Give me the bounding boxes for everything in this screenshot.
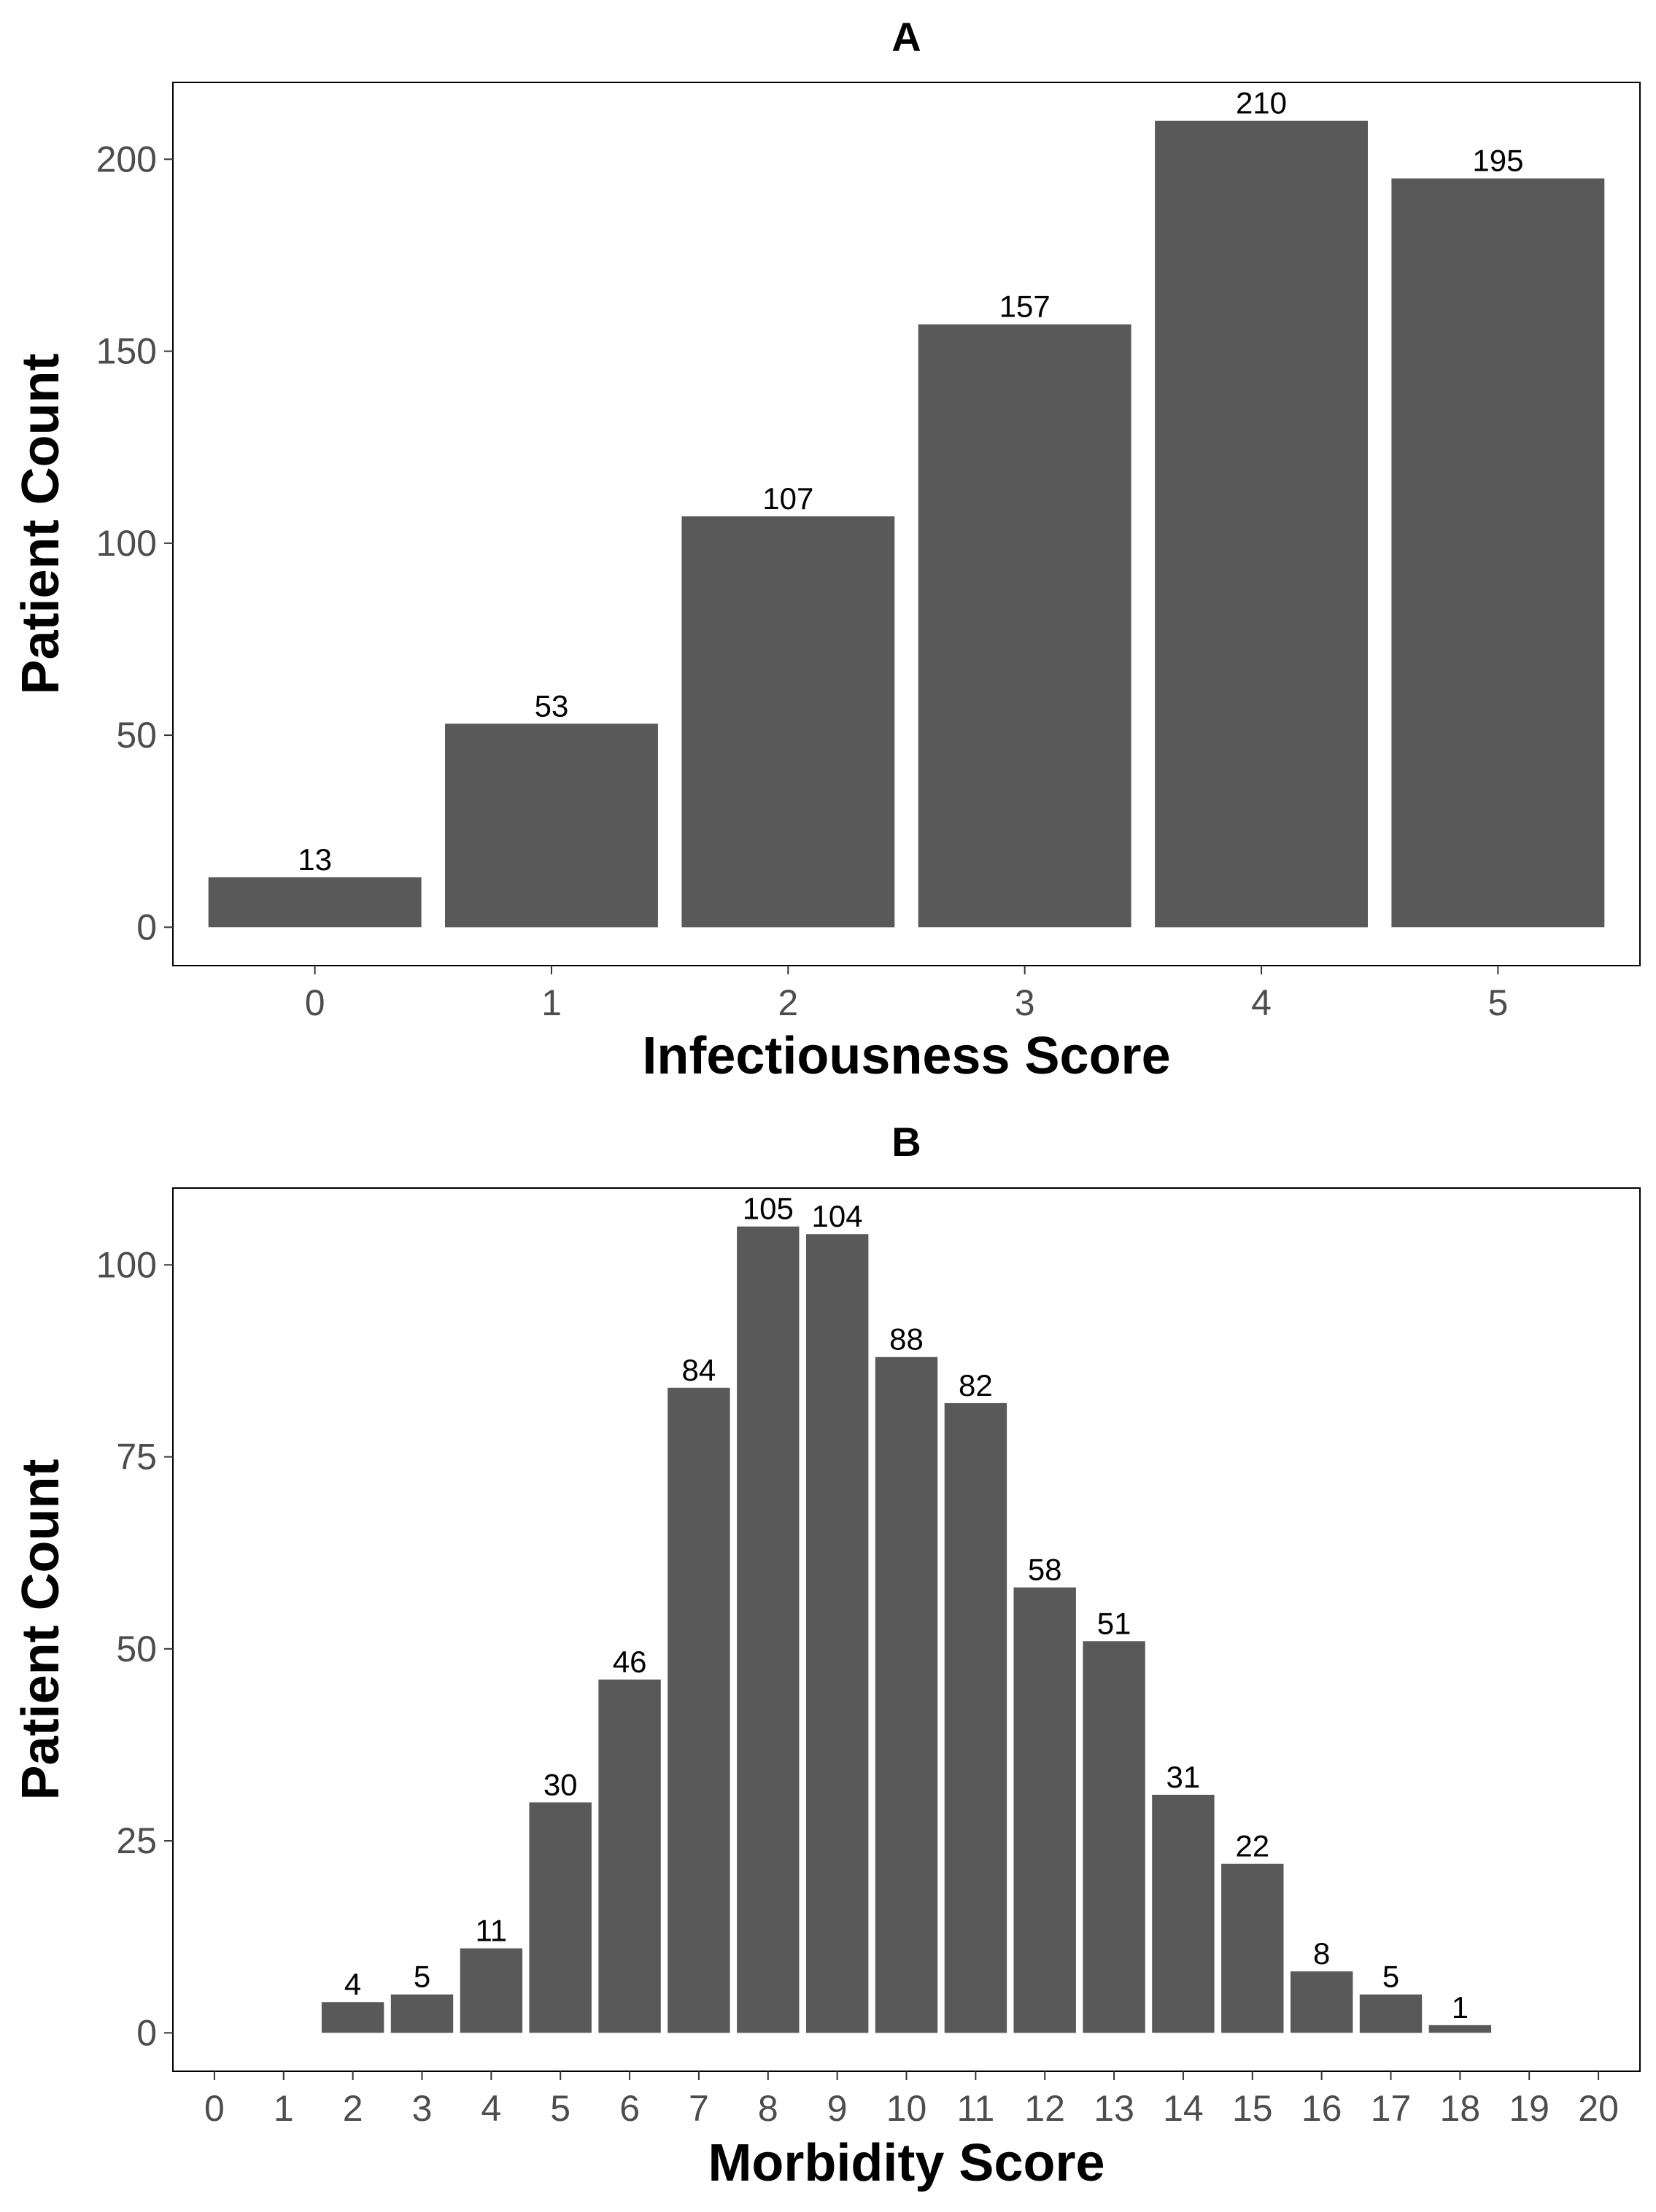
y-tick-label-150: 150 xyxy=(96,331,157,372)
chart-panel-a: 13 53 107 157 210 195 0 50 100 150 200 0 1 2 3 4 5 A Infec… xyxy=(12,14,1641,1085)
x-tick-label-0: 0 xyxy=(305,982,325,1023)
x-tick-label-1: 1 xyxy=(541,982,562,1023)
data-label-3: 5 xyxy=(414,1960,430,1994)
x-tick-label-1: 1 xyxy=(274,2088,294,2129)
bar-3 xyxy=(918,324,1131,928)
x-tick-label-5: 5 xyxy=(1487,982,1508,1023)
bar-0 xyxy=(208,877,422,928)
x-tick-label-2: 2 xyxy=(343,2088,363,2129)
bar-2 xyxy=(321,2002,384,2033)
data-label-5: 195 xyxy=(1472,144,1523,178)
y-tick-label-200: 200 xyxy=(96,139,157,179)
data-label-11: 82 xyxy=(959,1368,993,1402)
panel-border xyxy=(172,82,1641,966)
data-label-6: 46 xyxy=(613,1645,647,1679)
y-tick-label-50: 50 xyxy=(116,715,157,756)
x-tick-label-2: 2 xyxy=(778,982,798,1023)
x-axis-title: Infectiousness Score xyxy=(642,1027,1170,1085)
x-tick-label-10: 10 xyxy=(886,2088,927,2129)
data-label-7: 84 xyxy=(682,1353,716,1387)
bar-1 xyxy=(445,723,658,928)
data-label-3: 157 xyxy=(999,290,1051,324)
x-tick-label-4: 4 xyxy=(1251,982,1272,1023)
bar-13 xyxy=(1083,1641,1145,2033)
data-label-0: 13 xyxy=(298,842,332,877)
data-label-14: 31 xyxy=(1166,1760,1201,1794)
x-tick-label-5: 5 xyxy=(550,2088,570,2129)
bar-2 xyxy=(681,516,895,928)
bar-18 xyxy=(1428,2025,1492,2033)
bar-5 xyxy=(529,1802,592,2033)
bar-16 xyxy=(1291,1971,1353,2033)
x-tick-label-14: 14 xyxy=(1163,2088,1204,2129)
x-tick-label-4: 4 xyxy=(481,2088,501,2129)
x-tick-label-20: 20 xyxy=(1578,2088,1619,2129)
bar-10 xyxy=(875,1357,938,2033)
data-label-9: 104 xyxy=(812,1199,863,1233)
x-tick-label-17: 17 xyxy=(1371,2088,1412,2129)
panel-title: A xyxy=(891,14,921,60)
y-axis-title: Patient Count xyxy=(12,1459,70,1800)
x-tick-label-6: 6 xyxy=(619,2088,640,2129)
data-label-18: 1 xyxy=(1452,1990,1469,2025)
bar-12 xyxy=(1013,1587,1076,2033)
bar-8 xyxy=(737,1226,800,2033)
x-tick-label-13: 13 xyxy=(1094,2088,1134,2129)
y-tick-label-100: 100 xyxy=(96,1244,157,1285)
y-tick-label-75: 75 xyxy=(116,1437,157,1478)
y-tick-label-0: 0 xyxy=(136,2012,157,2053)
x-tick-label-8: 8 xyxy=(758,2088,778,2129)
data-label-2: 4 xyxy=(344,1967,361,2001)
bar-4 xyxy=(1155,120,1368,928)
x-tick-label-12: 12 xyxy=(1024,2088,1065,2129)
bar-14 xyxy=(1152,1794,1215,2033)
data-label-2: 107 xyxy=(762,481,813,516)
data-label-13: 51 xyxy=(1097,1606,1131,1640)
data-label-5: 30 xyxy=(543,1767,578,1801)
bar-6 xyxy=(598,1679,661,2033)
bar-5 xyxy=(1391,178,1605,928)
y-tick-label-50: 50 xyxy=(116,1629,157,1669)
x-tick-label-7: 7 xyxy=(689,2088,709,2129)
data-label-4: 210 xyxy=(1236,86,1287,120)
x-tick-label-11: 11 xyxy=(956,2088,994,2129)
x-tick-label-0: 0 xyxy=(204,2088,225,2129)
y-tick-label-0: 0 xyxy=(136,907,157,947)
bar-7 xyxy=(668,1387,730,2033)
x-tick-label-15: 15 xyxy=(1232,2088,1273,2129)
data-label-15: 22 xyxy=(1235,1829,1269,1863)
data-label-8: 105 xyxy=(743,1192,794,1226)
data-label-4: 11 xyxy=(475,1914,507,1948)
bar-3 xyxy=(390,1994,454,2033)
y-tick-label-100: 100 xyxy=(96,523,157,564)
data-label-16: 8 xyxy=(1313,1936,1330,1971)
x-tick-label-18: 18 xyxy=(1440,2088,1481,2129)
data-label-10: 88 xyxy=(889,1322,924,1357)
x-tick-label-3: 3 xyxy=(1015,982,1035,1023)
panel-title: B xyxy=(891,1119,921,1165)
bar-4 xyxy=(460,1948,523,2033)
bar-9 xyxy=(806,1234,869,2033)
bar-17 xyxy=(1359,1994,1423,2033)
data-label-1: 53 xyxy=(535,688,569,723)
x-axis-title: Morbidity Score xyxy=(708,2134,1104,2192)
bar-15 xyxy=(1221,1863,1284,2033)
bar-11 xyxy=(944,1402,1007,2033)
data-label-17: 5 xyxy=(1382,1960,1399,1994)
y-tick-label-25: 25 xyxy=(116,1820,157,1861)
x-tick-label-19: 19 xyxy=(1509,2088,1549,2129)
x-tick-label-16: 16 xyxy=(1301,2088,1342,2129)
y-axis-title: Patient Count xyxy=(12,353,70,694)
x-tick-label-9: 9 xyxy=(827,2088,848,2129)
x-tick-label-3: 3 xyxy=(412,2088,433,2129)
data-label-12: 58 xyxy=(1028,1553,1062,1587)
